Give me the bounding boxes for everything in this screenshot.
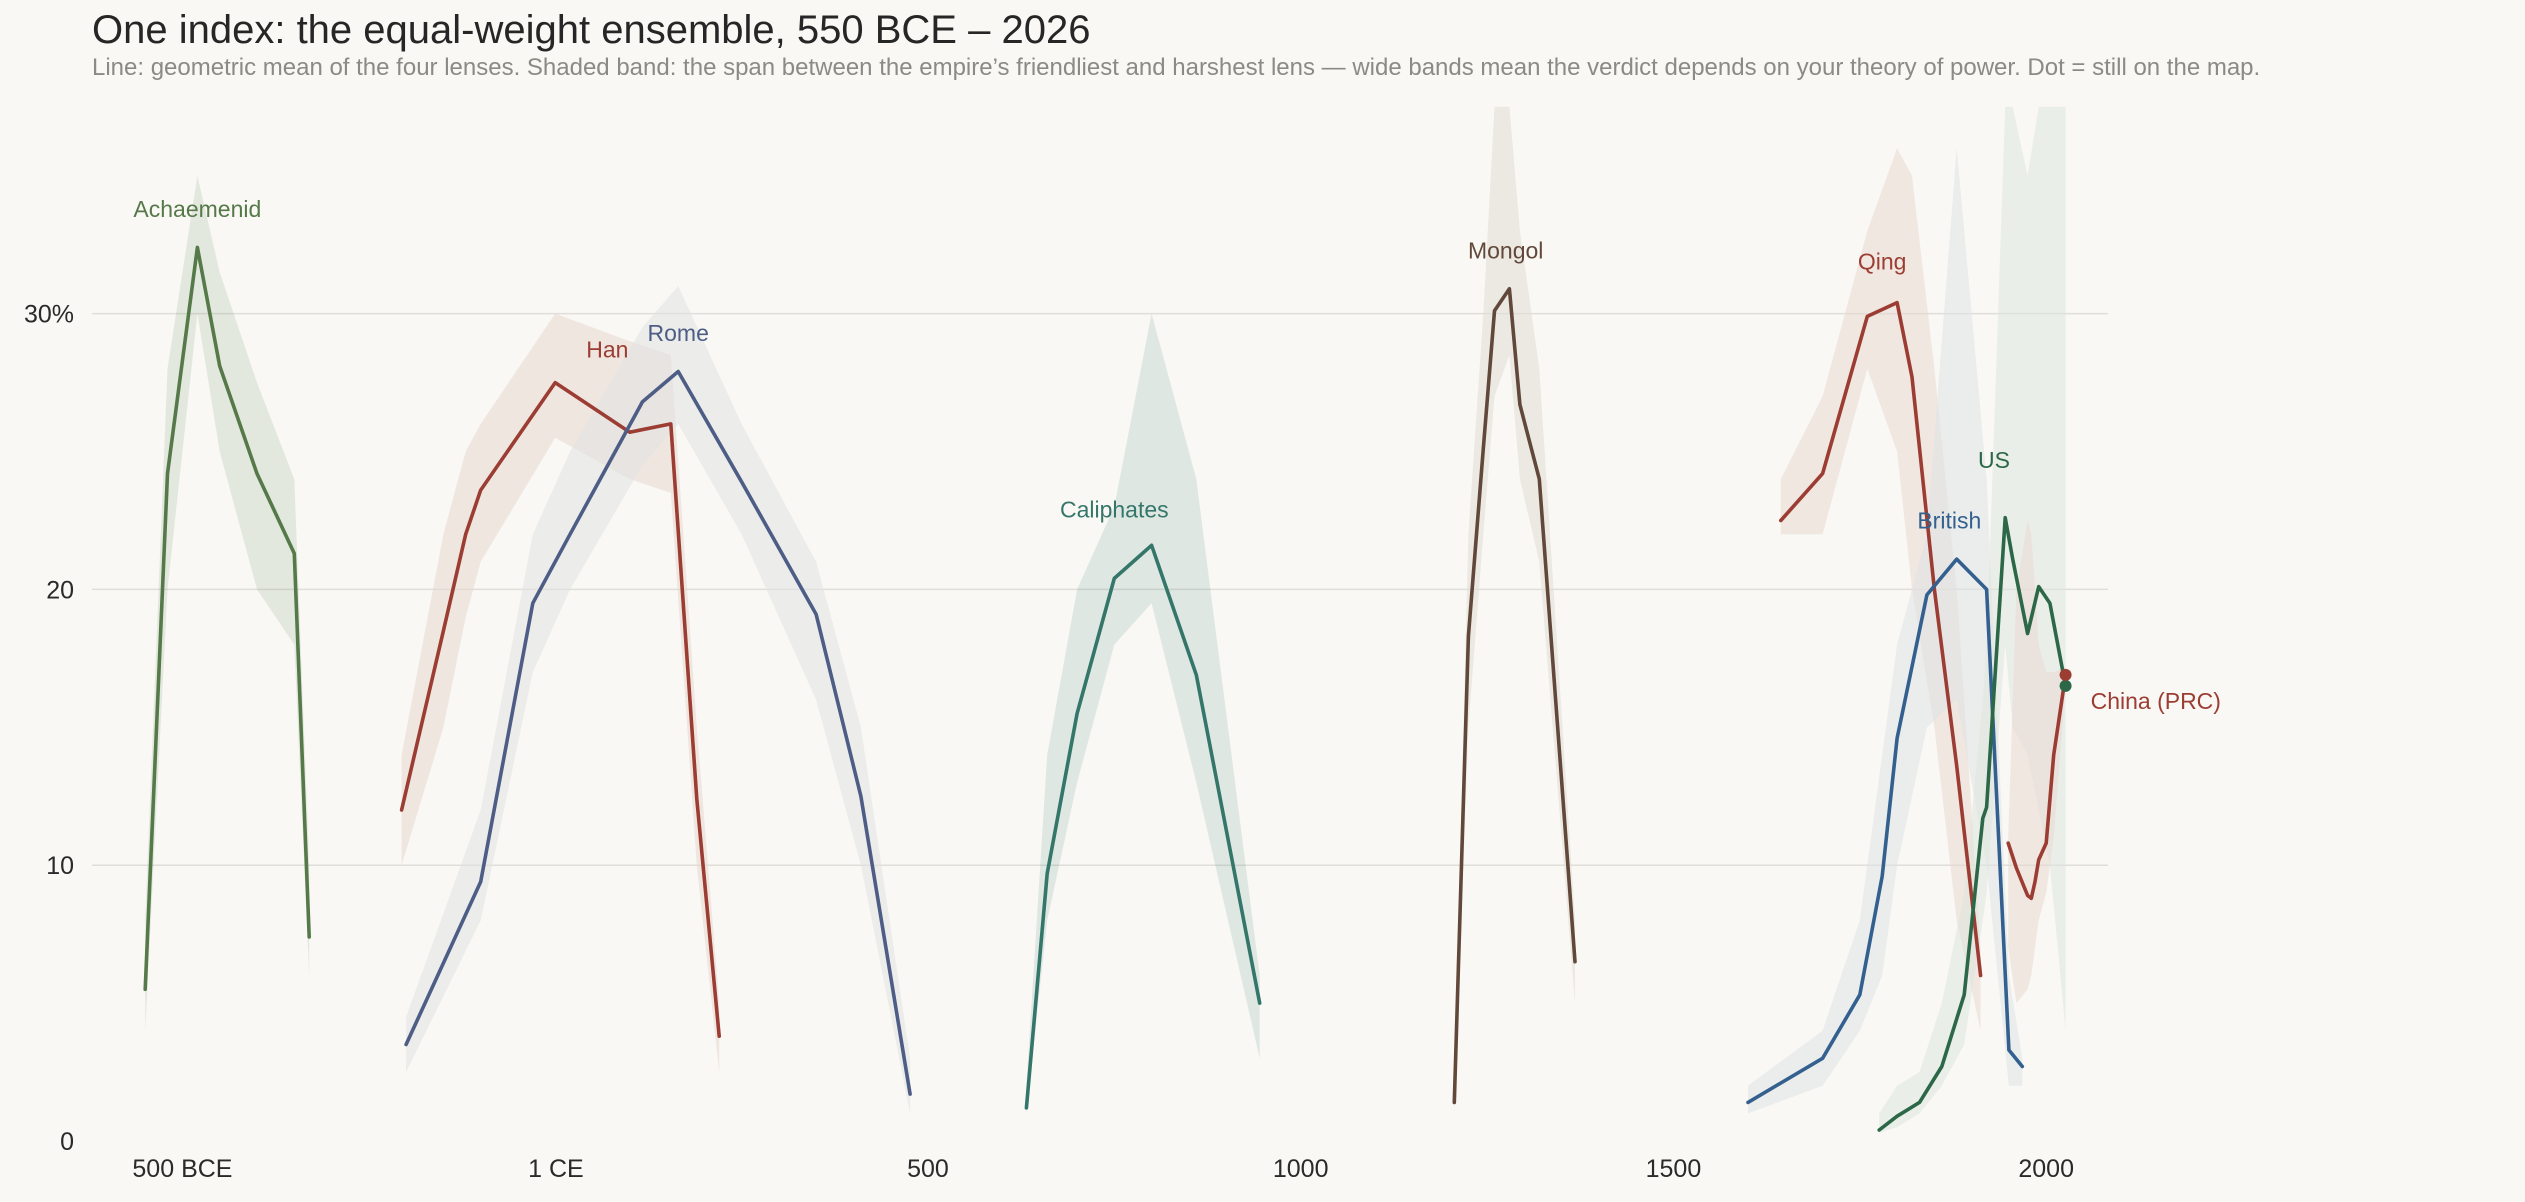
grid-layer — [92, 312, 2108, 866]
series-label-us: US — [1978, 447, 2010, 473]
band-achaemenid — [145, 175, 310, 1031]
line-china-prc — [2006, 673, 2068, 901]
line-qing — [1779, 300, 1983, 978]
series-label-british: British — [1917, 508, 1981, 534]
x-tick-label: 1 CE — [528, 1155, 584, 1183]
band-han — [401, 313, 720, 1073]
band-british — [1748, 148, 2023, 1114]
page-subtitle: Line: geometric mean of the four lenses.… — [92, 54, 2261, 81]
series-label-han: Han — [586, 337, 628, 363]
line-achaemenid — [143, 245, 312, 992]
label-layer: Achaemenid Han Rome Caliphates Mongol Qing Bri… — [133, 196, 2221, 714]
page-title: One index: the equal-weight ensemble, 55… — [92, 8, 1091, 52]
y-tick-label: 20 — [46, 576, 74, 604]
y-tick-label: 30% — [24, 301, 74, 329]
line-us — [1877, 515, 2068, 1132]
dot-china-prc — [2059, 668, 2072, 681]
x-tick-label: 500 — [907, 1155, 949, 1183]
series-label-china-prc: China (PRC) — [2091, 688, 2221, 714]
band-us — [1879, 106, 2066, 1133]
x-tick-label: 2000 — [2018, 1155, 2074, 1183]
band-caliphates — [1026, 313, 1260, 1114]
axis-layer: 0 10 20 30% 500 BCE 1 CE 500 1000 1500 2000 — [24, 301, 2074, 1183]
dot-us — [2059, 679, 2072, 692]
band-qing — [1780, 148, 1981, 1031]
x-tick-label: 500 BCE — [132, 1155, 232, 1183]
line-mongol — [1452, 286, 1577, 1105]
series-label-qing: Qing — [1858, 248, 1907, 274]
y-tick-label: 10 — [46, 852, 74, 880]
series-label-rome: Rome — [648, 320, 709, 346]
line-rome — [404, 369, 912, 1096]
x-tick-label: 1000 — [1273, 1155, 1329, 1183]
line-han — [399, 380, 722, 1038]
series-label-caliphates: Caliphates — [1060, 497, 1169, 523]
band-rome — [406, 286, 911, 1114]
line-british — [1746, 557, 2025, 1105]
line-caliphates — [1024, 543, 1262, 1110]
y-tick-label: 0 — [60, 1128, 74, 1156]
line-layer — [143, 245, 2072, 1132]
series-label-mongol: Mongol — [1468, 237, 1543, 263]
band-mongol — [1454, 106, 1575, 1114]
x-tick-label: 1500 — [1646, 1155, 1702, 1183]
band-layer — [145, 106, 2066, 1133]
series-label-achaemenid: Achaemenid — [133, 196, 261, 222]
